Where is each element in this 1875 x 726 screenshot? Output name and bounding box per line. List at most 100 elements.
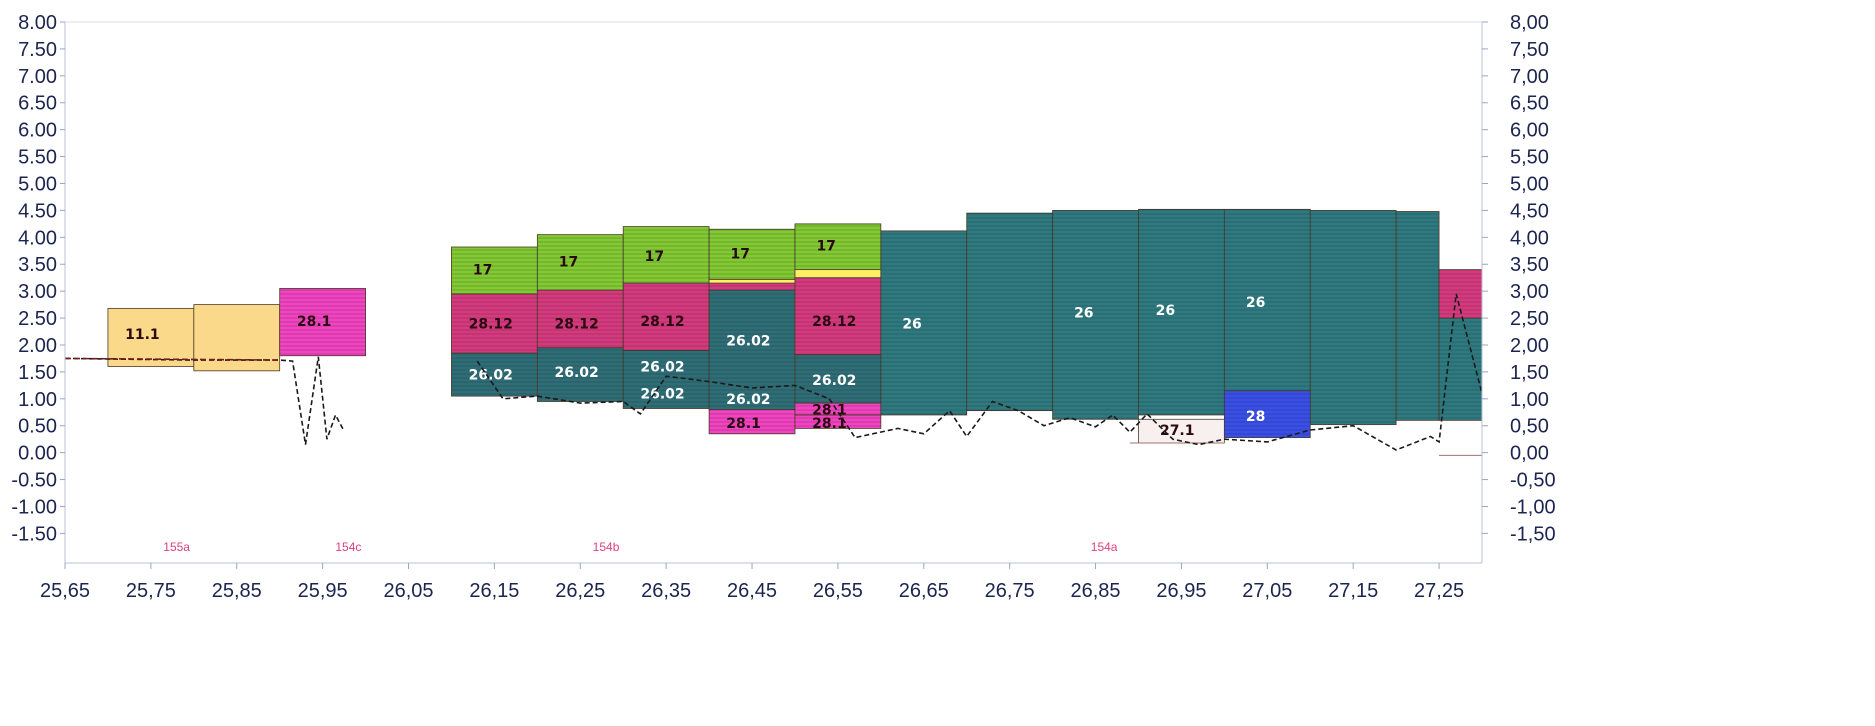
y-tick-right-label: -0,50	[1510, 470, 1556, 492]
y-tick-right-label: 7,00	[1510, 66, 1549, 88]
block-hatch-20	[794, 277, 881, 355]
block-label-3: 26.02	[469, 368, 513, 384]
block-label-2: 28.1	[297, 314, 332, 330]
block-hatch-12	[709, 409, 795, 434]
section-label-154b: 154b	[593, 540, 620, 554]
block-hatch-8	[537, 234, 624, 291]
section-label-155a: 155a	[163, 540, 190, 554]
y-tick-left-label: 2.50	[18, 308, 57, 330]
block-thin-15	[708, 278, 796, 284]
hatch-overlay	[279, 209, 1482, 438]
y-tick-right-label: 0,00	[1510, 443, 1549, 465]
y-tick-left-label: 4.00	[18, 227, 57, 249]
x-tick-label: 27,05	[1242, 580, 1292, 602]
x-tick-label: 25,75	[126, 580, 176, 602]
y-tick-right-label: 6,50	[1510, 93, 1549, 115]
y-tick-right-label: -1,00	[1510, 496, 1556, 518]
y-tick-left-label: 6.50	[18, 93, 57, 115]
block-label-8: 17	[559, 255, 578, 271]
block-label-25: 26	[1074, 306, 1093, 322]
y-tick-right-label: 3,50	[1510, 254, 1549, 276]
x-tick-label: 26,35	[641, 580, 691, 602]
block-hatch-3	[451, 353, 538, 397]
x-tick-label: 26,85	[1071, 580, 1121, 602]
block-label-0: 11.1	[125, 327, 160, 343]
y-tick-left-label: 5.50	[18, 147, 57, 169]
block-hatch-9	[623, 350, 710, 409]
block-hatch-23	[880, 230, 967, 415]
block-thin-21	[794, 269, 882, 279]
floating-label-2: 26.02	[726, 334, 770, 350]
x-tick-label: 26,75	[985, 580, 1035, 602]
block-hatch-24	[966, 213, 1053, 411]
block-hatch-17	[794, 414, 881, 429]
y-tick-left-label: 3.50	[18, 254, 57, 276]
x-tick-label: 25,65	[40, 580, 90, 602]
x-tick-label: 26,55	[813, 580, 863, 602]
block-hatch-22	[794, 223, 881, 270]
block-hatch-2	[279, 288, 366, 356]
block-label-17: 28.1	[812, 416, 847, 432]
block-hatch-25	[1052, 210, 1139, 420]
y-tick-right-label: 1,00	[1510, 389, 1549, 411]
y-tick-left-label: 4.50	[18, 200, 57, 222]
y-tick-right-label: 6,00	[1510, 120, 1549, 142]
block-label-19: 26.02	[812, 373, 856, 389]
block-label-18: 28.1	[812, 403, 847, 419]
y-tick-right-label: 7,50	[1510, 39, 1549, 61]
section-label-154a: 154a	[1091, 540, 1118, 554]
block-label-26: 26	[1156, 303, 1175, 319]
block-hatch-10	[623, 283, 710, 351]
y-tick-left-label: -0.50	[11, 470, 57, 492]
block-hatch-7	[537, 290, 624, 348]
block-hatch-11	[623, 226, 710, 284]
block-hatch-28	[1310, 210, 1397, 425]
block-label-6: 26.02	[555, 365, 599, 381]
block-hatch-4	[451, 293, 538, 354]
block-label-5: 17	[473, 263, 492, 279]
block-hatch-33	[1224, 390, 1311, 438]
y-tick-right-label: 2,00	[1510, 335, 1549, 357]
block-label-7: 28.12	[555, 316, 599, 332]
block-label-16: 17	[731, 246, 750, 262]
y-tick-left-label: 5.00	[18, 173, 57, 195]
block-label-33: 28	[1246, 409, 1265, 425]
block-hatch-30	[1439, 318, 1482, 421]
y-tick-right-label: 5,50	[1510, 147, 1549, 169]
block-hatch-18	[794, 403, 881, 415]
block-11-1-0	[107, 307, 195, 367]
block-hatch-26	[1138, 209, 1225, 415]
y-tick-left-label: -1.00	[11, 496, 57, 518]
x-tick-label: 26,25	[555, 580, 605, 602]
block-hatch-6	[537, 347, 624, 402]
x-tick-label: 26,45	[727, 580, 777, 602]
x-tick-label: 27,15	[1328, 580, 1378, 602]
x-tick-label: 26,65	[899, 580, 949, 602]
block-label-11: 17	[645, 249, 664, 265]
chart-axes: 8.00 7.50 7.00 6.50 6.00 5.50 5.00 4.50 4.00 3.50…	[11, 12, 1555, 602]
y-tick-right-label: 1,50	[1510, 362, 1549, 384]
y-tick-right-label: 4,00	[1510, 227, 1549, 249]
profile-line	[64, 293, 1483, 451]
floating-label-3: 26.02	[726, 392, 770, 408]
x-tick-label: 26,05	[383, 580, 433, 602]
block-label-10: 28.12	[640, 314, 684, 330]
x-tick-label: 27,25	[1414, 580, 1464, 602]
y-tick-left-label: 2.00	[18, 335, 57, 357]
block-label-4: 28.12	[469, 316, 513, 332]
y-tick-left-label: -1.50	[11, 523, 57, 545]
x-tick-label: 25,85	[212, 580, 262, 602]
dashed-profile-line	[64, 293, 1483, 451]
y-tick-right-label: 3,00	[1510, 281, 1549, 303]
section-label-154c: 154c	[335, 540, 361, 554]
block-hatch-29	[1396, 211, 1440, 421]
block-label-23: 26	[902, 316, 921, 332]
block-label-22: 17	[816, 238, 835, 254]
y-tick-left-label: 8.00	[18, 12, 57, 34]
y-tick-left-label: 1.50	[18, 362, 57, 384]
block-label-12: 28.1	[726, 416, 761, 432]
x-tick-label: 26,15	[469, 580, 519, 602]
block-labels: 11.1 28.1 26.02 28.12 17 26.02 28.12 17 28.12 17 2…	[125, 238, 1265, 439]
y-tick-right-label: -1,50	[1510, 523, 1556, 545]
block-label-32: 27.1	[1160, 423, 1195, 439]
